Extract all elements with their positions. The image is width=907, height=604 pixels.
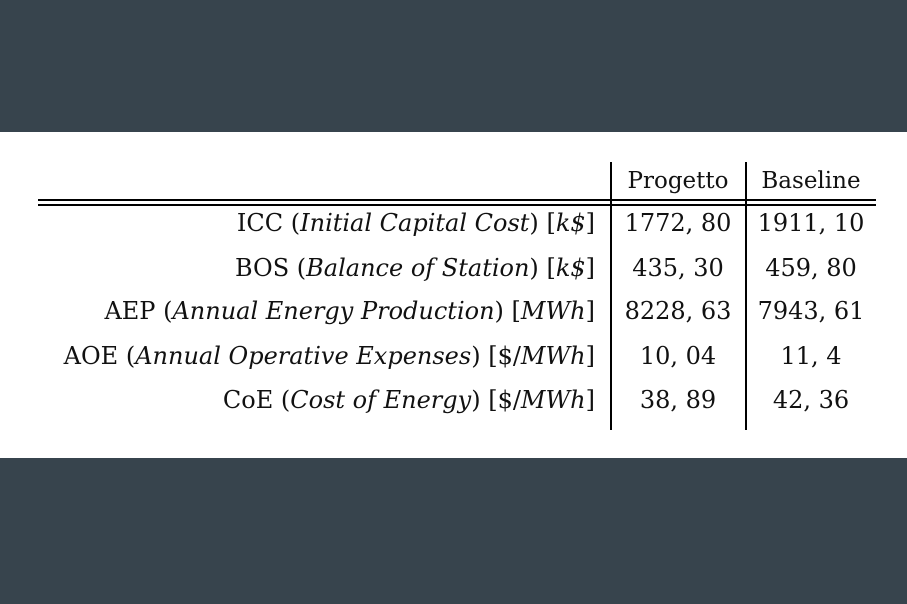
table-row-label: ICC (Initial Capital Cost) [k$] [237,208,595,238]
unit-open: [ [511,297,521,325]
unit-close: ] [585,209,595,237]
unit-open: [ [546,209,556,237]
table-cell-baseline: 11, 4 [780,342,842,370]
close-paren: ) [529,254,539,282]
row-unit: MWh [520,342,586,370]
column-divider-right [745,162,747,430]
close-paren: ) [471,386,481,414]
table-panel: Progetto Baseline ICC (Initial Capital C… [0,132,907,458]
unit-close: ] [585,297,595,325]
row-full-name: Cost of Energy [290,386,472,414]
row-full-name: Annual Energy Production [172,297,495,325]
row-full-name: Annual Operative Expenses [135,342,472,370]
row-full-name: Balance of Station [306,254,530,282]
row-unit: MWh [520,386,586,414]
row-abbr: BOS [234,254,290,282]
unit-close: ] [585,386,595,414]
row-abbr: CoE [222,386,274,414]
unit-open: [ [546,254,556,282]
close-paren: ) [529,209,539,237]
table-cell-progetto: 8228, 63 [624,297,732,325]
column-header-progetto: Progetto [627,168,729,194]
open-paren: ( [163,297,173,325]
open-paren: ( [290,209,301,237]
table-cell-progetto: 435, 30 [632,254,724,282]
table-row-label: CoE (Cost of Energy) [$/MWh] [223,385,595,415]
table-cell-progetto: 10, 04 [639,342,717,370]
open-paren: ( [296,254,307,282]
table-cell-baseline: 1911, 10 [757,209,865,237]
row-abbr: ICC [236,209,284,237]
table-row-label: AEP (Annual Energy Production) [MWh] [104,296,595,326]
close-paren: ) [494,297,504,325]
row-unit: MWh [520,297,586,325]
table-row-label: BOS (Balance of Station) [k$] [235,253,595,283]
unit-close: ] [585,254,595,282]
table-cell-baseline: 459, 80 [765,254,857,282]
unit-open: [$/ [488,342,521,370]
header-rule-top [38,199,876,201]
open-paren: ( [280,386,291,414]
row-unit: k$ [555,254,586,282]
table-cell-progetto: 1772, 80 [624,209,732,237]
open-paren: ( [125,342,136,370]
close-paren: ) [471,342,481,370]
table-cell-baseline: 7943, 61 [757,297,865,325]
table-row-label: AOE (Annual Operative Expenses) [$/MWh] [64,341,595,371]
header-rule-bottom [38,204,876,206]
row-unit: k$ [555,209,586,237]
table-cell-progetto: 38, 89 [639,386,717,414]
table-cell-baseline: 42, 36 [772,386,850,414]
row-abbr: AOE [63,342,119,370]
column-divider-left [610,162,612,430]
column-header-baseline: Baseline [761,168,861,194]
row-abbr: AEP [104,297,156,325]
unit-close: ] [585,342,595,370]
row-full-name: Initial Capital Cost [300,209,530,237]
unit-open: [$/ [488,386,521,414]
